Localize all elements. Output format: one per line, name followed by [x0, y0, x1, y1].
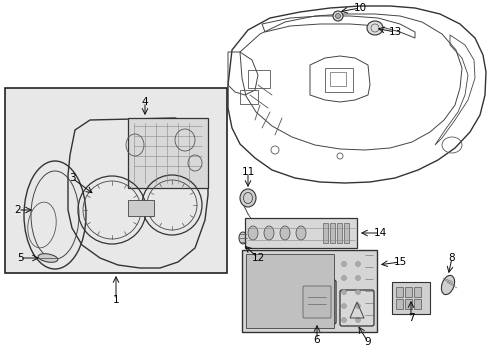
- Ellipse shape: [332, 11, 342, 21]
- Bar: [404, 299, 411, 309]
- Ellipse shape: [366, 21, 382, 35]
- Bar: [343, 223, 348, 243]
- Ellipse shape: [355, 275, 360, 280]
- Bar: [336, 223, 341, 243]
- Text: 9: 9: [364, 337, 370, 347]
- Ellipse shape: [295, 226, 305, 240]
- Bar: [128, 118, 207, 188]
- Bar: [247, 70, 269, 88]
- Text: 8: 8: [448, 253, 454, 263]
- Ellipse shape: [355, 303, 360, 309]
- Ellipse shape: [341, 275, 346, 280]
- Ellipse shape: [247, 226, 258, 240]
- Ellipse shape: [239, 232, 246, 244]
- Ellipse shape: [240, 189, 256, 207]
- Ellipse shape: [280, 226, 289, 240]
- Bar: [244, 218, 356, 248]
- Text: 12: 12: [251, 253, 264, 263]
- Ellipse shape: [341, 289, 346, 294]
- Text: 1: 1: [112, 295, 119, 305]
- Text: 14: 14: [373, 228, 386, 238]
- Bar: [245, 254, 333, 328]
- Text: 15: 15: [392, 257, 406, 267]
- Ellipse shape: [441, 275, 454, 294]
- Bar: [329, 223, 334, 243]
- Bar: [395, 299, 402, 309]
- Ellipse shape: [264, 226, 273, 240]
- Bar: [240, 90, 258, 104]
- Bar: [413, 299, 420, 309]
- Bar: [242, 250, 376, 332]
- FancyBboxPatch shape: [297, 280, 335, 324]
- Text: 11: 11: [241, 167, 254, 177]
- FancyBboxPatch shape: [303, 286, 330, 318]
- Text: 13: 13: [387, 27, 401, 37]
- Ellipse shape: [38, 254, 58, 262]
- Bar: [329, 72, 346, 86]
- Ellipse shape: [355, 289, 360, 294]
- Bar: [325, 68, 352, 92]
- Text: 5: 5: [17, 253, 23, 263]
- Ellipse shape: [335, 14, 340, 18]
- Ellipse shape: [341, 318, 346, 323]
- FancyBboxPatch shape: [339, 290, 373, 326]
- Ellipse shape: [355, 261, 360, 266]
- Bar: [5, 88, 226, 273]
- Ellipse shape: [341, 303, 346, 309]
- Text: 4: 4: [142, 97, 148, 107]
- Ellipse shape: [341, 261, 346, 266]
- Text: 3: 3: [68, 173, 75, 183]
- Ellipse shape: [355, 318, 360, 323]
- Bar: [128, 200, 154, 216]
- Bar: [391, 282, 429, 314]
- Bar: [395, 287, 402, 297]
- Text: 10: 10: [353, 3, 366, 13]
- Text: 6: 6: [313, 335, 320, 345]
- Bar: [413, 287, 420, 297]
- Text: 7: 7: [407, 313, 413, 323]
- Text: 2: 2: [15, 205, 21, 215]
- Bar: [404, 287, 411, 297]
- Bar: [323, 223, 327, 243]
